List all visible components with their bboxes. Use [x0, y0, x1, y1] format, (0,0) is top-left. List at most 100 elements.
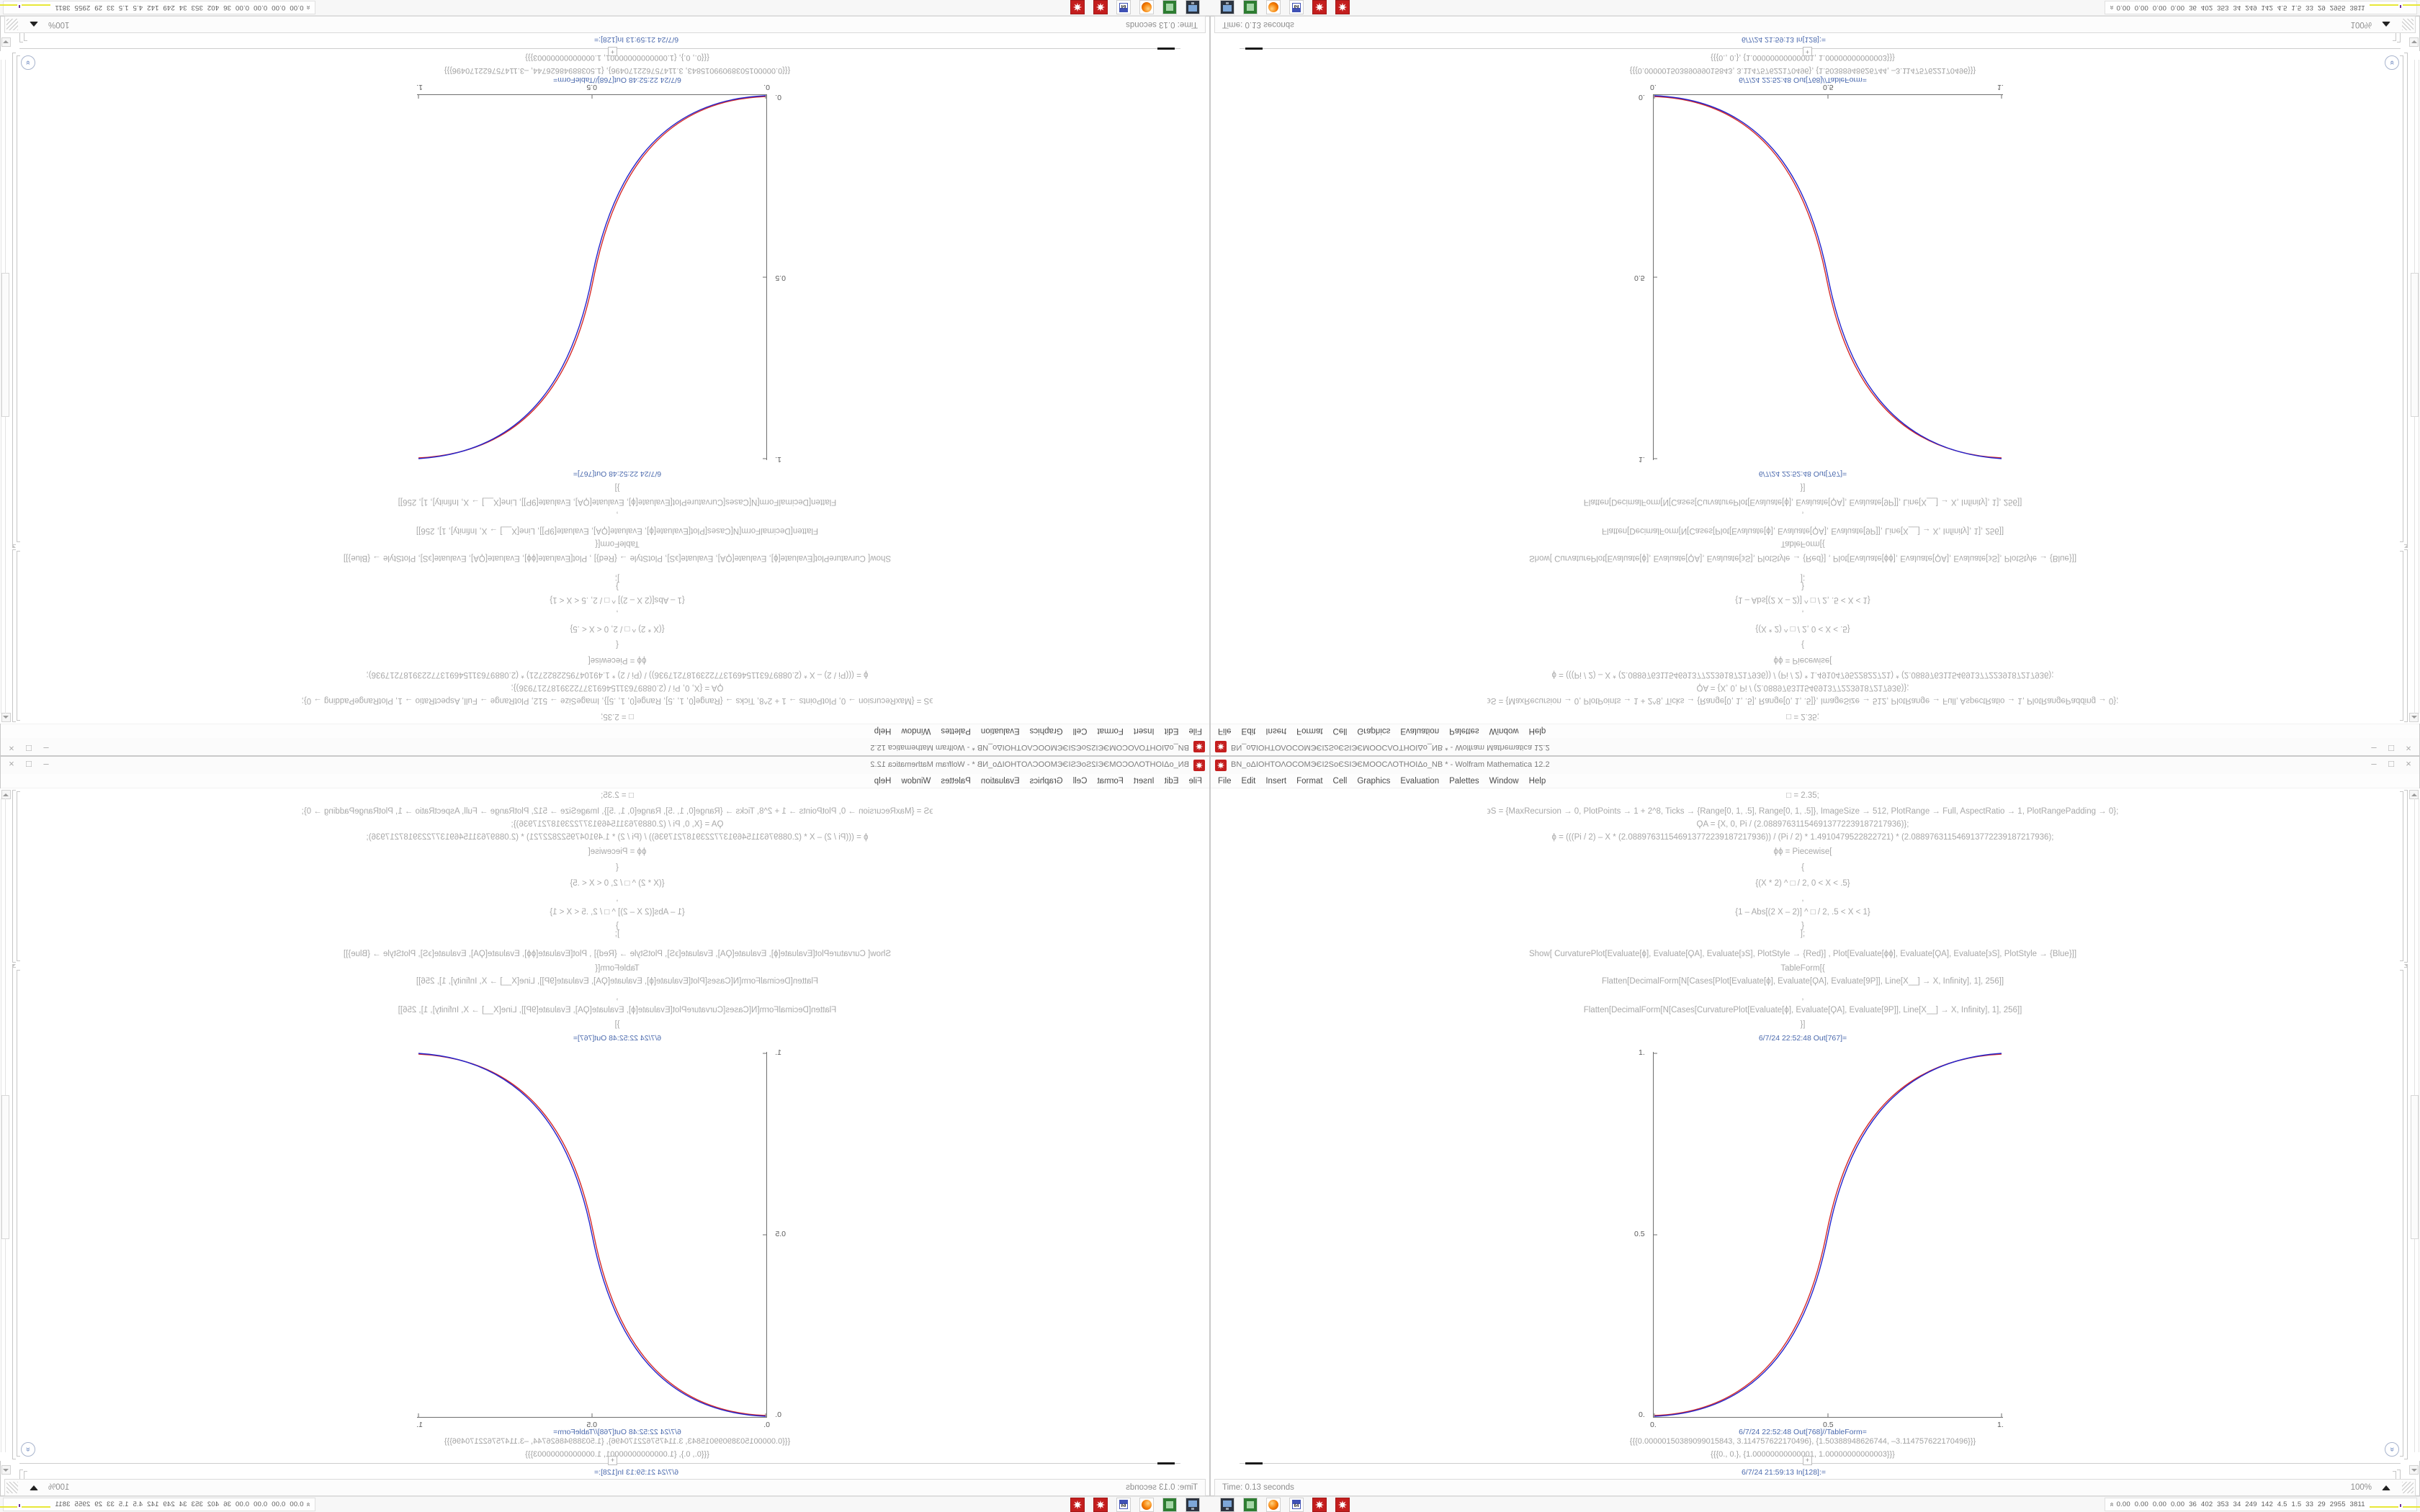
taskbar-icon-mathematica[interactable] — [1093, 0, 1108, 14]
code-line[interactable]: { — [1801, 640, 1804, 649]
code-line[interactable]: , — [1801, 510, 1804, 519]
chevron-up-icon[interactable]: » — [304, 5, 313, 10]
taskbar-icon-floppy-64[interactable]: 64 — [1289, 0, 1304, 14]
code-line[interactable]: ϕ = (((Pi / 2) – X * (2.0889763115469137… — [1551, 670, 2054, 679]
magnification-menu-icon[interactable] — [2382, 22, 2390, 27]
title-bar[interactable]: ΒΝ_οΔΙΟΗΤΟΛΟCΟΜЭЄΙ2SοЄSΙЭЄΜΟΟCΛΟΤΗΟΙΔο_Ν… — [1211, 757, 2419, 775]
minimize-button[interactable]: – — [43, 758, 49, 769]
h-scroll-track[interactable] — [1240, 1463, 2401, 1464]
code-line[interactable]: } — [1801, 922, 1804, 930]
code-line[interactable]: TableForm[{ — [1780, 964, 1825, 973]
scroll-to-end-icon[interactable]: » — [21, 55, 35, 70]
taskbar-icon-mathematica[interactable] — [1093, 1498, 1108, 1512]
code-line[interactable]: ϕϕ = Piecewise[ — [588, 656, 647, 665]
code-line[interactable]: □ = 2.35; — [601, 791, 634, 800]
menu-insert[interactable]: Insert — [1133, 776, 1155, 786]
code-line[interactable]: Show[ CurvaturePlot[Evaluate[ϕ], Evaluat… — [343, 554, 892, 562]
code-line[interactable]: Flatten[DecimalForm[N[Cases[CurvaturePlo… — [1583, 498, 2022, 506]
menu-graphics[interactable]: Graphics — [1357, 776, 1391, 786]
menu-edit[interactable]: Edit — [1241, 726, 1256, 736]
code-line[interactable]: □ = 2.35; — [601, 712, 634, 721]
code-line[interactable]: ϶S = {MaxRecursion → 0, PlotPoints → 1 +… — [1487, 696, 2119, 705]
code-line[interactable]: ϶S = {MaxRecursion → 0, PlotPoints → 1 +… — [1487, 807, 2119, 816]
cell-bracket-output[interactable] — [2400, 970, 2403, 1457]
code-line[interactable]: {(X * 2) ^ □ / 2, 0 < X < .5} — [1755, 879, 1850, 888]
menu-format[interactable]: Format — [1296, 726, 1323, 736]
menu-help[interactable]: Help — [1528, 776, 1546, 786]
code-line[interactable]: Show[ CurvaturePlot[Evaluate[ϕ], Evaluat… — [1528, 950, 2077, 958]
code-line[interactable]: }] — [614, 483, 620, 492]
menu-format[interactable]: Format — [1296, 776, 1323, 786]
code-line[interactable]: Show[ CurvaturePlot[Evaluate[ϕ], Evaluat… — [343, 950, 892, 958]
menu-edit[interactable]: Edit — [1164, 776, 1179, 786]
chevron-up-icon[interactable]: » — [304, 1502, 313, 1507]
h-scroll-track[interactable] — [19, 1463, 1180, 1464]
menu-file[interactable]: File — [1218, 776, 1232, 786]
scroll-up-button[interactable] — [2409, 713, 2419, 722]
code-line[interactable]: □ = 2.35; — [1786, 791, 1819, 800]
v-scroll-thumb[interactable] — [2411, 273, 2419, 417]
cell-insertion-plus[interactable]: + — [1803, 47, 1812, 56]
minimize-button[interactable]: – — [2371, 758, 2377, 769]
code-line[interactable]: TableForm[{ — [595, 964, 640, 973]
zoom-level[interactable]: 100% — [48, 1483, 70, 1492]
menu-insert[interactable]: Insert — [1265, 726, 1287, 736]
taskbar-icon-firefox[interactable] — [1139, 0, 1154, 14]
cell-bracket-output-group[interactable] — [12, 53, 16, 545]
zoom-level[interactable]: 100% — [2350, 1483, 2372, 1492]
code-line[interactable]: {(X * 2) ^ □ / 2, 0 < X < .5} — [1755, 624, 1850, 633]
minimize-button[interactable]: – — [43, 743, 49, 754]
scroll-down-button[interactable] — [1, 37, 11, 47]
h-scroll-track[interactable] — [19, 48, 1180, 49]
scroll-to-end-icon[interactable]: » — [21, 1442, 35, 1457]
code-line[interactable]: ϘΑ = {X, 0, Pi / (2.08897631154691377223… — [511, 820, 724, 829]
code-line[interactable]: {1 – Abs[(2 X – 2)] ^ □ / 2, .5 < X < 1} — [550, 595, 685, 604]
code-line[interactable]: ϶S = {MaxRecursion → 0, PlotPoints → 1 +… — [301, 807, 933, 816]
maximize-button[interactable]: □ — [2388, 743, 2394, 754]
magnification-menu-icon[interactable] — [30, 1485, 38, 1490]
menu-help[interactable]: Help — [1528, 726, 1546, 736]
v-scroll-thumb[interactable] — [1, 273, 9, 417]
v-scroll-thumb[interactable] — [1, 1095, 9, 1239]
notebook-area[interactable]: □ = 2.35; ϶S = {MaxRecursion → 0, PlotPo… — [0, 51, 1209, 724]
close-button[interactable]: × — [2406, 743, 2411, 754]
code-line[interactable]: ϘΑ = {X, 0, Pi / (2.08897631154691377223… — [511, 683, 724, 692]
maximize-button[interactable]: □ — [26, 758, 32, 769]
code-line[interactable]: Flatten[DecimalForm[N[Cases[Plot[Evaluat… — [1601, 526, 2004, 535]
code-line[interactable]: □ = 2.35; — [1786, 712, 1819, 721]
taskbar-icon-green-package[interactable] — [1243, 1498, 1258, 1512]
taskbar-icon-green-package[interactable] — [1243, 0, 1258, 14]
cell-bracket-next-input[interactable] — [2397, 1470, 2401, 1480]
code-line[interactable]: {1 – Abs[(2 X – 2)] ^ □ / 2, .5 < X < 1} — [1735, 595, 1870, 604]
menu-palettes[interactable]: Palettes — [1449, 776, 1479, 786]
code-line[interactable]: }] — [1800, 483, 1806, 492]
cell-bracket-input-group[interactable] — [12, 549, 16, 722]
taskbar-icon-terminal-monitor[interactable] — [1186, 0, 1200, 14]
scroll-down-button[interactable] — [1, 1465, 11, 1475]
scroll-down-button[interactable] — [2409, 1465, 2419, 1475]
code-line[interactable]: ϕϕ = Piecewise[ — [1773, 656, 1832, 665]
menu-file[interactable]: File — [1188, 776, 1202, 786]
code-line[interactable]: ϕϕ = Piecewise[ — [588, 847, 647, 856]
chevron-up-icon[interactable]: » — [2107, 5, 2116, 10]
menu-format[interactable]: Format — [1097, 726, 1124, 736]
resize-grip-icon[interactable] — [6, 19, 18, 30]
cell-insertion-plus[interactable]: + — [608, 47, 617, 56]
taskbar-icon-mathematica[interactable] — [1335, 0, 1350, 14]
code-line[interactable]: ϘΑ = {X, 0, Pi / (2.08897631154691377223… — [1696, 820, 1909, 829]
cell-bracket-output-group[interactable] — [2404, 53, 2408, 545]
code-line[interactable]: }] — [614, 1020, 620, 1029]
menu-evaluation[interactable]: Evaluation — [980, 776, 1020, 786]
resize-grip-icon[interactable] — [6, 1482, 18, 1493]
maximize-button[interactable]: □ — [26, 743, 32, 754]
code-line[interactable]: { — [1801, 863, 1804, 872]
taskbar-icon-firefox[interactable] — [1266, 1498, 1281, 1512]
code-line[interactable]: Flatten[DecimalForm[N[Cases[Plot[Evaluat… — [416, 977, 819, 986]
code-line[interactable]: ϘΑ = {X, 0, Pi / (2.08897631154691377223… — [1696, 683, 1909, 692]
code-line[interactable]: , — [1801, 894, 1804, 903]
menu-insert[interactable]: Insert — [1133, 726, 1155, 736]
scroll-down-button[interactable] — [2409, 37, 2419, 47]
code-line[interactable]: ϶S = {MaxRecursion → 0, PlotPoints → 1 +… — [301, 696, 933, 705]
menu-evaluation[interactable]: Evaluation — [1400, 726, 1440, 736]
h-scroll-thumb[interactable] — [1245, 1462, 1263, 1464]
